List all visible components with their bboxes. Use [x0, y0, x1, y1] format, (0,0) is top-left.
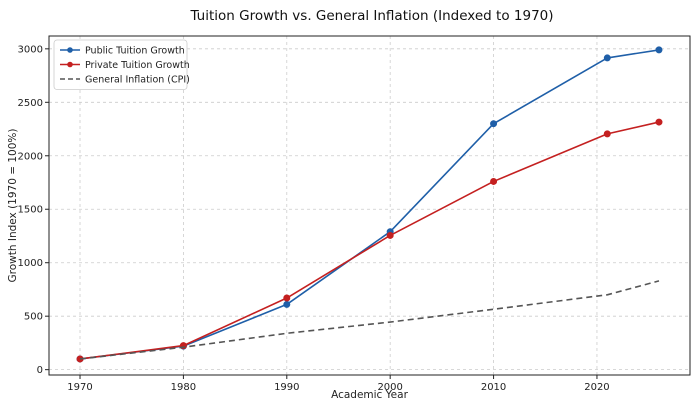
series-2-point	[386, 231, 394, 239]
x-tick-label: 1990	[274, 382, 299, 393]
series-2-point	[283, 294, 291, 302]
y-tick-label: 500	[24, 312, 43, 323]
chart-title: Tuition Growth vs. General Inflation (In…	[189, 8, 553, 24]
series-2-point	[655, 118, 663, 126]
y-tick-label: 2500	[18, 98, 43, 109]
y-axis-label: Growth Index (1970 = 100%)	[7, 129, 19, 283]
y-tick-label: 0	[37, 365, 43, 376]
legend-label-2: Private Tuition Growth	[85, 60, 190, 71]
series-line-2	[79, 121, 660, 360]
y-tick-label: 3000	[18, 44, 43, 55]
series-1-point	[283, 300, 291, 308]
legend-label-3: General Inflation (CPI)	[85, 74, 190, 85]
series-2-point	[490, 177, 498, 185]
legend-marker-2	[67, 61, 73, 68]
series-layer	[76, 46, 663, 363]
series-1-point	[490, 120, 498, 128]
legend-box	[53, 39, 188, 90]
series-line-1	[79, 49, 660, 360]
series-line-3	[79, 280, 660, 360]
series-1-point	[603, 54, 611, 62]
legend-label-1: Public Tuition Growth	[85, 45, 185, 56]
x-tick-label: 1980	[171, 382, 196, 393]
series-1-point	[655, 46, 663, 54]
x-tick-label: 1970	[67, 382, 92, 393]
ticks-layer: 1970 1980 1990 2000 2010 2020 0 500 1000 1500 2000…	[18, 44, 610, 393]
legend: Public Tuition Growth Private Tuition Gro…	[53, 39, 190, 90]
y-tick-label: 1500	[18, 205, 43, 216]
x-axis-label: Academic Year	[331, 389, 409, 401]
legend-marker-1	[67, 47, 73, 53]
grid-layer	[49, 36, 690, 375]
y-tick-label: 1000	[18, 258, 43, 269]
y-tick-label: 2000	[18, 151, 43, 162]
x-tick-label: 2000	[377, 382, 402, 393]
plot-frame	[48, 35, 691, 376]
x-tick-label: 2010	[481, 382, 506, 393]
x-tick-label: 2020	[584, 382, 609, 393]
series-2-point	[603, 130, 611, 138]
